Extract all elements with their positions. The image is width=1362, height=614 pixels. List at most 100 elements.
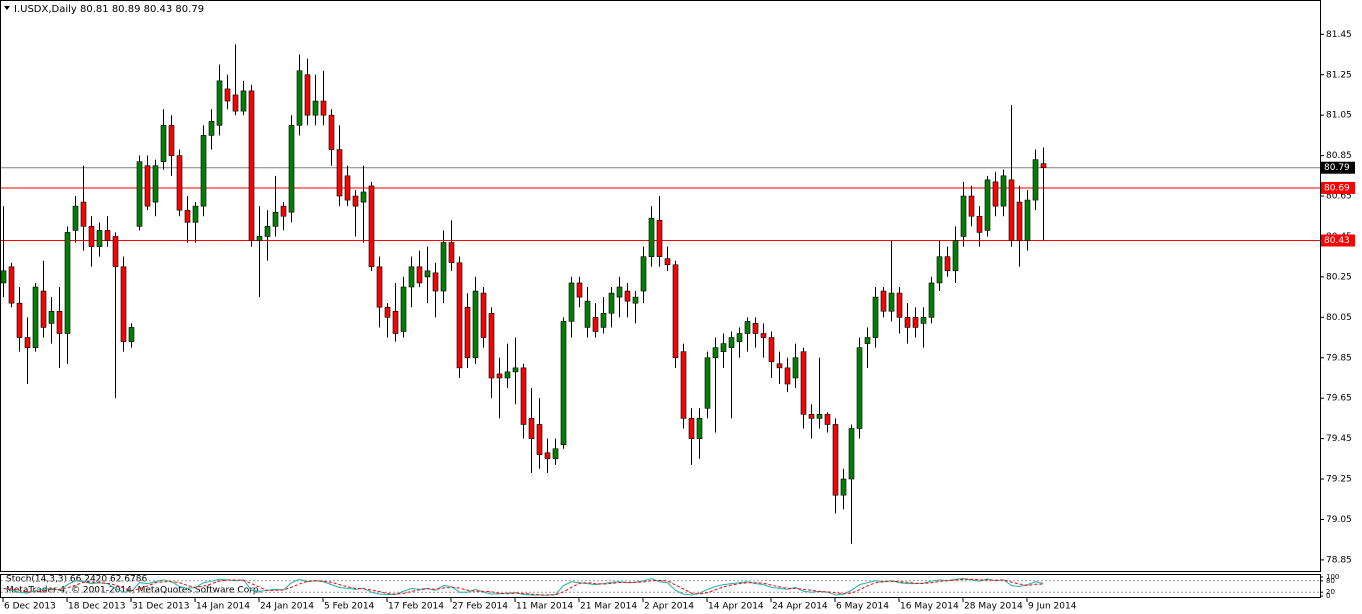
menu-arrow[interactable] — [4, 6, 10, 10]
candle-body — [400, 286, 407, 332]
y-tick-label: 81.05 — [1326, 111, 1352, 121]
candle-body — [808, 414, 815, 419]
candle-body — [768, 337, 775, 363]
candle-body — [800, 351, 807, 415]
candle-body — [240, 90, 247, 112]
candle-body — [144, 165, 151, 207]
candle-body — [688, 418, 695, 439]
candle-body — [992, 181, 999, 207]
candle-body — [16, 302, 23, 338]
candle-body — [840, 478, 847, 496]
candle-body — [960, 195, 967, 237]
candle-body — [728, 337, 735, 348]
candle-body — [104, 230, 111, 241]
candle-body — [408, 266, 415, 288]
candle-body — [184, 209, 191, 223]
candle-body — [544, 452, 551, 460]
candle-body — [1024, 199, 1031, 241]
candle-body — [720, 343, 727, 352]
candle-body — [88, 226, 95, 247]
candle-body — [752, 323, 759, 334]
candle-body — [440, 242, 447, 292]
candle-body — [136, 161, 143, 227]
candle-body — [632, 296, 639, 304]
candle-body — [816, 414, 823, 419]
x-tick-label: 11 Mar 2014 — [516, 602, 573, 612]
candle-body — [264, 226, 271, 237]
candle-body — [112, 236, 119, 268]
candle-body — [24, 337, 31, 348]
candle-body — [824, 414, 831, 425]
y-tick-label: 80.85 — [1326, 151, 1352, 161]
candle-body — [568, 282, 575, 322]
candle-body — [360, 191, 367, 203]
candle-body — [192, 205, 199, 223]
candle-body — [352, 195, 359, 207]
x-tick-label: 14 Jan 2014 — [196, 602, 250, 612]
candle-body — [848, 428, 855, 480]
candle-body — [336, 149, 343, 197]
candle-body — [712, 347, 719, 359]
y-tick-label: 79.45 — [1326, 434, 1352, 444]
candle-body — [200, 135, 207, 207]
candle-body — [368, 185, 375, 268]
candle-body — [96, 230, 103, 247]
candle-body — [128, 327, 135, 342]
y-tick-label: 80 — [1326, 577, 1335, 585]
candle-body — [832, 424, 839, 496]
price-label: 80.43 — [1324, 236, 1350, 246]
y-tick-label: 80.65 — [1326, 192, 1352, 202]
price-label-box — [1321, 161, 1355, 174]
stoch-line — [3, 577, 1044, 596]
candle-body — [744, 321, 751, 334]
x-tick-label: 2 Apr 2014 — [644, 602, 694, 612]
x-tick-label: 14 Apr 2014 — [708, 602, 764, 612]
candle-body — [64, 232, 71, 334]
candle-body — [936, 256, 943, 284]
x-tick-label: 5 Feb 2014 — [324, 602, 375, 612]
candle-body — [664, 258, 671, 266]
x-tick-label: 17 Feb 2014 — [388, 602, 444, 612]
candle-body — [176, 155, 183, 211]
candle-body — [896, 292, 903, 318]
x-tick-label: 21 Mar 2014 — [580, 602, 637, 612]
candle-body — [600, 312, 607, 328]
candle-body — [464, 306, 471, 359]
candle-body — [232, 94, 239, 112]
y-tick-label: 81.45 — [1326, 30, 1352, 40]
candle-body — [392, 310, 399, 334]
x-tick-label: 27 Feb 2014 — [452, 602, 508, 612]
x-tick-label: 24 Jan 2014 — [260, 602, 314, 612]
candle-body — [512, 367, 519, 373]
x-tick-label: 24 Apr 2014 — [772, 602, 828, 612]
candle-body — [1016, 201, 1023, 241]
candle-body — [216, 80, 223, 126]
candle-body — [80, 201, 87, 227]
candle-body — [312, 100, 319, 116]
price-label-box — [1321, 181, 1355, 194]
candle-body — [1000, 175, 1007, 207]
candle-body — [384, 306, 391, 318]
candle-body — [1032, 159, 1039, 201]
candle-body — [280, 205, 287, 217]
candle-body — [640, 256, 647, 292]
x-tick-label: 18 Dec 2013 — [68, 602, 126, 612]
candle-body — [656, 219, 663, 257]
x-tick-label: 6 May 2014 — [836, 602, 889, 612]
chart-title: I.USDX,Daily 80.81 80.89 80.43 80.79 — [14, 4, 204, 15]
candle-body — [928, 282, 935, 318]
y-tick-label: 80.25 — [1326, 272, 1352, 282]
candle-body — [888, 292, 895, 312]
candle-body — [528, 418, 535, 439]
candle-body — [680, 351, 687, 419]
candle-body — [592, 317, 599, 332]
candle-body — [696, 418, 703, 439]
candle-body — [32, 286, 39, 348]
candle-body — [496, 373, 503, 379]
candle-body — [152, 165, 159, 203]
candle-body — [344, 175, 351, 201]
candle-body — [120, 266, 127, 342]
x-tick-label: 6 Dec 2013 — [4, 602, 56, 612]
